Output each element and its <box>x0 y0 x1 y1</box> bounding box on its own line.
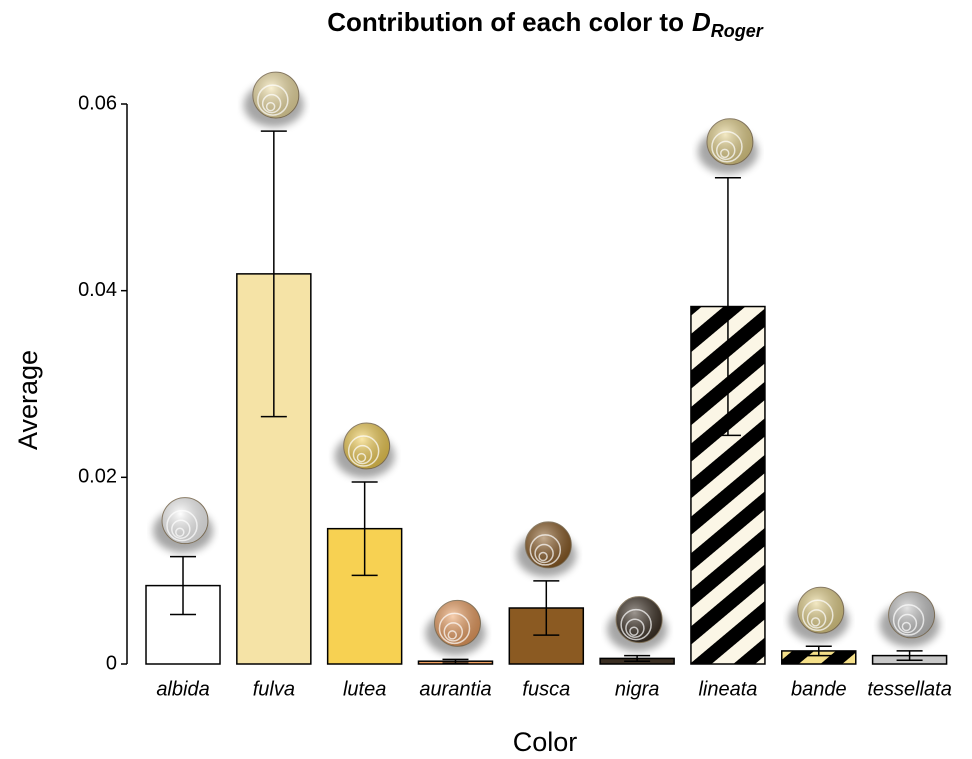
chart: Contribution of each color to DRoger Aver… <box>0 0 972 759</box>
y-tick-label: 0.02 <box>78 466 117 488</box>
x-tick-label: fusca <box>522 678 570 700</box>
x-axis-label: Color <box>513 727 578 757</box>
x-tick-label: tessellata <box>867 678 952 700</box>
y-tick-label: 0 <box>106 652 117 674</box>
y-tick-label: 0.06 <box>78 92 117 114</box>
x-tick-label: aurantia <box>419 678 491 700</box>
x-tick-label: albida <box>156 678 209 700</box>
x-tick-label: lineata <box>698 678 757 700</box>
x-tick-label: lutea <box>343 678 386 700</box>
chart-title: Contribution of each color to DRoger <box>327 7 764 41</box>
x-tick-label: nigra <box>615 678 659 700</box>
y-tick-label: 0.04 <box>78 279 117 301</box>
x-tick-label: fulva <box>253 678 295 700</box>
title-symbol: D <box>692 7 711 37</box>
y-axis-label: Average <box>13 350 43 450</box>
title-subscript: Roger <box>711 21 764 41</box>
title-text: Contribution of each color to <box>327 7 684 37</box>
x-tick-label: bande <box>791 678 847 700</box>
